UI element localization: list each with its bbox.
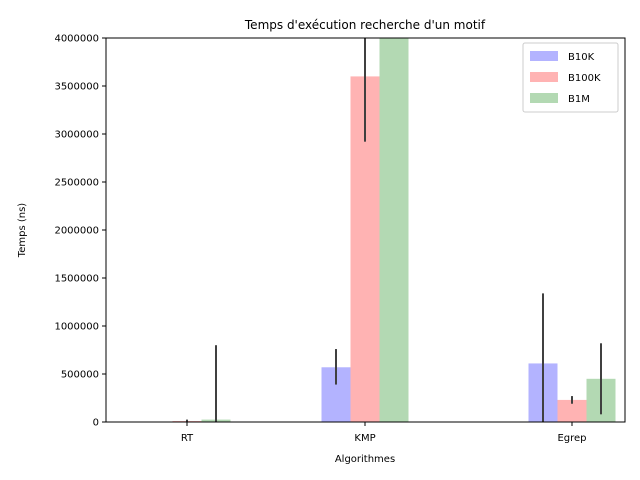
bar-b1m-kmp (379, 38, 409, 422)
y-tick-label: 0 (93, 418, 99, 429)
x-tick-label: Egrep (557, 433, 586, 444)
legend-label-b1m: B1M (568, 94, 590, 105)
axes-group: 0 500000 1000000 1500000 2000000 2500000 30000… (54, 34, 626, 444)
y-axis-title: Temps (ns) (17, 203, 28, 258)
legend-swatch-b100k (530, 72, 558, 82)
legend-label-b10k: B10K (568, 52, 595, 63)
y-tick-label: 1500000 (54, 274, 99, 285)
chart-title: Temps d'exécution recherche d'un motif (244, 18, 486, 32)
y-tick-label: 2500000 (54, 178, 99, 189)
y-tick-label: 4000000 (54, 34, 99, 45)
legend-swatch-b1m (530, 93, 558, 103)
x-axis-title: Algorithmes (335, 454, 395, 465)
y-tick-label: 500000 (61, 370, 99, 381)
x-tick-label: RT (181, 433, 194, 444)
error-bars-group (186, 38, 602, 422)
legend-swatch-b10k (530, 51, 558, 61)
legend-label-b100k: B100K (568, 73, 601, 84)
y-tick-label: 3500000 (54, 82, 99, 93)
y-tick-label: 2000000 (54, 226, 99, 237)
y-tick-label: 3000000 (54, 130, 99, 141)
x-tick-label: KMP (354, 433, 375, 444)
y-tick-label: 1000000 (54, 322, 99, 333)
bar-b100k-egrep (557, 399, 587, 422)
legend: B10K B100K B1M (522, 42, 619, 113)
